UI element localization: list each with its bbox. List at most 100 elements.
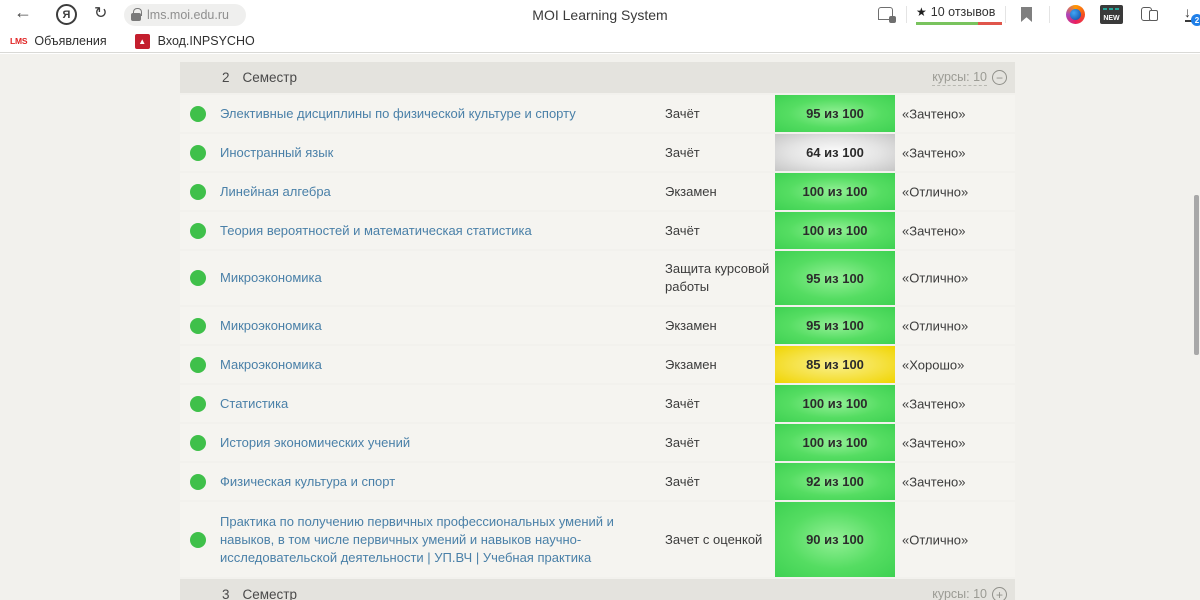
course-link[interactable]: Физическая культура и спорт [220,473,396,489]
course-row: Микроэкономика Защита курсовой работы 95 и… [180,251,1015,305]
grade-text: «Зачтено» [902,223,966,238]
score-cell: 95 из 100 [775,307,895,344]
bookmarks-bar: LMS Объявления ▲ Вход.INPSYCHO [0,30,1200,53]
downloads-badge: 2 [1191,14,1200,26]
reviews-rating-bar [916,22,1002,25]
score-cell: 85 из 100 [775,346,895,383]
collapse-semester-control[interactable]: курсы: 10 − [932,70,1007,86]
address-bar[interactable]: lms.moi.edu.ru [124,4,246,26]
status-dot [190,105,206,122]
status-dot [190,434,206,451]
collections-icon[interactable] [1141,6,1161,23]
page-content: 2 Семестр курсы: 10 − Элективные дисципл… [0,54,1200,600]
course-link[interactable]: Элективные дисциплины по физической куль… [220,105,576,121]
exam-type: Зачёт [665,144,700,160]
course-link[interactable]: Теория вероятностей и математическая ста… [220,222,532,238]
star-icon: ★ [916,5,927,19]
exam-type: Экзамен [665,356,717,372]
status-dot [190,531,206,548]
downloads-button[interactable]: ↓ 2 [1184,4,1200,26]
bookmark-label: Объявления [34,34,107,48]
course-link[interactable]: История экономических учений [220,434,411,450]
status-dot [190,317,206,334]
score-cell: 100 из 100 [775,173,895,210]
lock-icon [131,7,142,21]
semester-number: 3 [222,587,230,600]
courses-count-link[interactable]: курсы: 10 [932,587,987,600]
score-cell: 92 из 100 [775,463,895,500]
status-dot [190,222,206,239]
expand-semester-control[interactable]: курсы: 10 + [932,587,1007,600]
scrollbar-thumb[interactable] [1194,195,1199,355]
status-dot [190,144,206,161]
grade-text: «Хорошо» [902,357,965,372]
course-link[interactable]: Практика по получению первичных професси… [220,513,614,565]
grade-text: «Зачтено» [902,145,966,160]
courses-count-link[interactable]: курсы: 10 [932,69,987,86]
browser-toolbar: ← Я ↻ lms.moi.edu.ru MOI Learning System… [0,0,1200,30]
grade-text: «Отлично» [902,270,969,286]
course-link[interactable]: Линейная алгебра [220,183,331,199]
bookmark-item-inpsycho[interactable]: ▲ Вход.INPSYCHO [107,33,255,49]
protect-icon[interactable] [878,7,896,23]
semester-label: Семестр [242,70,298,85]
course-link[interactable]: Микроэкономика [220,270,322,285]
exam-type: Защита курсовой работы [665,261,770,294]
course-row: Микроэкономика Экзамен 95 из 100 «Отлично» [180,307,1015,344]
course-row: Практика по получению первичных професси… [180,502,1015,577]
course-row: Физическая культура и спорт Зачёт 92 из 10… [180,463,1015,500]
course-link[interactable]: Макроэкономика [220,356,322,372]
exam-type: Зачёт [665,473,700,489]
semester-footer: 3 Семестр курсы: 10 + [180,579,1015,600]
grade-text: «Зачтено» [902,106,966,121]
score-cell: 95 из 100 [775,251,895,305]
course-row: Элективные дисциплины по физической куль… [180,95,1015,132]
grade-text: «Отлично» [902,184,969,199]
inpsycho-favicon: ▲ [134,33,150,49]
expand-icon[interactable]: + [992,587,1007,600]
grade-text: «Зачтено» [902,435,966,450]
course-row: Иностранный язык Зачёт 64 из 100 «Зачтено» [180,134,1015,171]
bookmark-item-announcements[interactable]: LMS Объявления [0,34,107,48]
new-icon-label: NEW [1103,15,1120,22]
course-row: История экономических учений Зачёт 100 из … [180,424,1015,461]
site-reviews-button[interactable]: ★ 10 отзывов [916,5,995,19]
yandex-menu-button[interactable]: Я [56,4,77,25]
exam-type: Экзамен [665,317,717,333]
collapse-icon[interactable]: − [992,70,1007,85]
lms-favicon: LMS [10,36,28,46]
grade-text: «Отлично» [902,532,969,547]
bookmark-label: Вход.INPSYCHO [157,34,255,48]
grade-text: «Зачтено» [902,396,966,411]
exam-type: Зачёт [665,105,700,121]
course-link[interactable]: Микроэкономика [220,317,322,333]
course-row: Макроэкономика Экзамен 85 из 100 «Хорошо» [180,346,1015,383]
exam-type: Зачёт [665,395,700,411]
status-dot [190,356,206,373]
grade-text: «Зачтено» [902,474,966,489]
semester-header: 2 Семестр курсы: 10 − [180,62,1015,93]
score-cell: 90 из 100 [775,502,895,577]
bookmark-icon[interactable] [1021,7,1032,22]
reviews-count-label: 10 отзывов [930,5,996,19]
extension-icon[interactable] [1066,5,1085,24]
refresh-button[interactable]: ↻ [94,5,108,22]
course-link[interactable]: Иностранный язык [220,144,334,160]
exam-type: Зачёт [665,222,700,238]
toolbar-separator [1005,6,1006,23]
toolbar-separator [906,6,907,23]
toolbar-separator [1049,6,1050,23]
movies-new-icon[interactable]: NEW [1100,5,1123,24]
course-link[interactable]: Статистика [220,395,289,411]
course-row: Статистика Зачёт 100 из 100 «Зачтено» [180,385,1015,422]
score-cell: 95 из 100 [775,95,895,132]
score-cell: 100 из 100 [775,385,895,422]
status-dot [190,395,206,412]
exam-type: Зачет с оценкой [665,531,763,547]
score-cell: 64 из 100 [775,134,895,171]
status-dot [190,183,206,200]
score-cell: 100 из 100 [775,424,895,461]
back-button[interactable]: ← [14,2,32,22]
exam-type: Экзамен [665,183,717,199]
status-dot [190,270,206,286]
